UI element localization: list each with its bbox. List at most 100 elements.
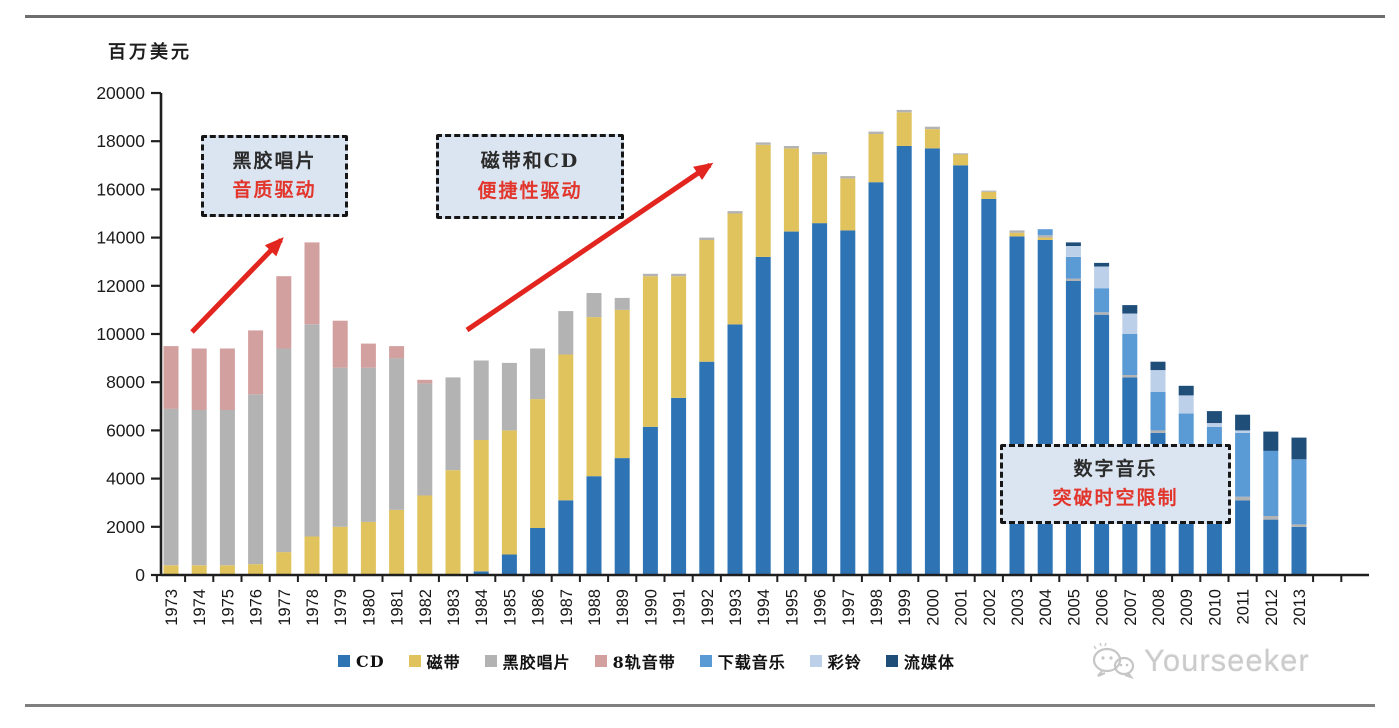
bar-segment-1981	[389, 358, 405, 510]
x-tick-label-1981: 1981	[389, 589, 407, 626]
bar-segment-1993	[727, 211, 743, 214]
x-tick-label-1973: 1973	[163, 589, 181, 626]
bar-segment-1978	[304, 242, 320, 325]
bar-segment-1978	[304, 324, 320, 537]
bar-segment-1989	[614, 309, 630, 459]
x-tick-label-1998: 1998	[868, 589, 886, 626]
bar-segment-2005	[1065, 246, 1081, 257]
bar-segment-1991	[671, 397, 687, 575]
x-tick-label-1983: 1983	[445, 589, 463, 626]
bar-segment-1975	[219, 409, 235, 566]
bar-segment-2001	[953, 153, 969, 155]
x-tick-label-1975: 1975	[219, 589, 237, 626]
legend-item-3: 8轨音带	[594, 649, 676, 673]
x-tick-label-2001: 2001	[953, 589, 971, 626]
x-tick-label-1993: 1993	[727, 589, 745, 626]
x-tick-label-1991: 1991	[671, 589, 689, 626]
callout-cassette-cd: 磁带和CD 便捷性驱动	[436, 134, 624, 219]
bar-segment-1981	[389, 509, 405, 575]
y-tick-label: 14000	[96, 228, 145, 248]
legend-label: CD	[356, 651, 385, 671]
bar-segment-1994	[755, 256, 771, 575]
bar-segment-1976	[248, 330, 264, 395]
x-tick-label-1984: 1984	[473, 589, 491, 626]
bar-segment-1994	[755, 142, 771, 145]
bar-segment-1977	[276, 276, 292, 349]
bar-segment-1997	[840, 230, 856, 575]
bar-segment-2010	[1206, 423, 1222, 427]
x-tick-label-2006: 2006	[1094, 589, 1112, 626]
legend-item-0: CD	[338, 652, 385, 671]
bar-segment-1995	[783, 231, 799, 575]
bar-segment-2010	[1206, 411, 1222, 424]
bar-segment-2005	[1065, 256, 1081, 279]
legend-swatch-icon	[699, 655, 712, 667]
legend-swatch-icon	[594, 655, 607, 667]
x-tick-label-1976: 1976	[248, 589, 266, 626]
bar-segment-2003	[1009, 236, 1025, 575]
bar-segment-2002	[981, 191, 997, 199]
bar-segment-1986	[530, 348, 546, 400]
x-tick-label-2008: 2008	[1150, 589, 1168, 626]
x-tick-label-2011: 2011	[1235, 589, 1253, 624]
legend-swatch-icon	[408, 655, 421, 667]
x-tick-label-2009: 2009	[1178, 589, 1196, 626]
y-tick-label: 2000	[106, 517, 145, 537]
bar-segment-1975	[219, 565, 235, 575]
bar-segment-1999	[896, 112, 912, 146]
bar-segment-2005	[1065, 281, 1081, 575]
bar-segment-2013	[1291, 437, 1307, 460]
bar-segment-1973	[163, 346, 179, 409]
callout-digital-title: 数字音乐	[1073, 457, 1158, 480]
bar-segment-1988	[586, 476, 602, 575]
x-tick-label-2000: 2000	[924, 589, 942, 626]
trend-arrow-cd	[465, 162, 714, 333]
bar-segment-2000	[924, 126, 940, 130]
bar-segment-1980	[360, 522, 376, 575]
bar-segment-1999	[896, 146, 912, 575]
bar-segment-1993	[727, 324, 743, 575]
x-tick-label-1995: 1995	[783, 589, 801, 626]
bar-segment-1996	[812, 152, 828, 155]
bar-segment-2002	[981, 190, 997, 192]
bar-segment-2007	[1122, 334, 1138, 375]
top-rule	[25, 15, 1385, 18]
bar-segment-1977	[276, 552, 292, 575]
legend-item-6: 流媒体	[885, 649, 955, 673]
x-tick-label-2007: 2007	[1122, 589, 1140, 626]
bar-segment-2011	[1235, 414, 1251, 431]
x-tick-label-1978: 1978	[304, 589, 322, 626]
x-tick-label-1996: 1996	[812, 589, 830, 626]
x-tick-label-1974: 1974	[191, 589, 209, 626]
bar-segment-1992	[699, 361, 715, 575]
bar-segment-2012	[1263, 450, 1279, 516]
x-tick-label-1994: 1994	[755, 589, 773, 626]
bar-segment-2011	[1235, 500, 1251, 575]
callout-digital: 数字音乐 突破时空限制	[1000, 444, 1231, 524]
x-tick-label-1992: 1992	[699, 589, 717, 626]
bar-segment-1984	[473, 360, 489, 440]
bar-segment-2001	[953, 154, 969, 166]
bar-segment-1990	[642, 273, 658, 277]
bar-segment-1973	[163, 408, 179, 566]
legend-item-5: 彩铃	[809, 649, 862, 673]
bar-segment-1987	[558, 500, 574, 575]
bar-segment-1985	[501, 362, 517, 431]
bar-segment-1974	[191, 409, 207, 566]
bar-segment-2007	[1122, 305, 1138, 314]
legend-label: 彩铃	[827, 653, 862, 672]
bar-segment-1979	[332, 320, 348, 368]
x-tick-label-1987: 1987	[558, 589, 576, 626]
x-tick-label-2013: 2013	[1291, 589, 1309, 626]
bar-segment-2008	[1150, 361, 1166, 371]
bar-segment-1991	[671, 273, 687, 277]
bar-segment-1979	[332, 367, 348, 527]
bar-segment-2003	[1009, 232, 1025, 237]
bar-segment-1996	[812, 154, 828, 224]
bar-segment-2011	[1235, 432, 1251, 497]
bar-segment-1986	[530, 399, 546, 528]
callout-digital-subtitle: 突破时空限制	[1052, 487, 1179, 509]
bar-segment-1998	[868, 131, 884, 134]
bar-segment-1981	[389, 346, 405, 359]
